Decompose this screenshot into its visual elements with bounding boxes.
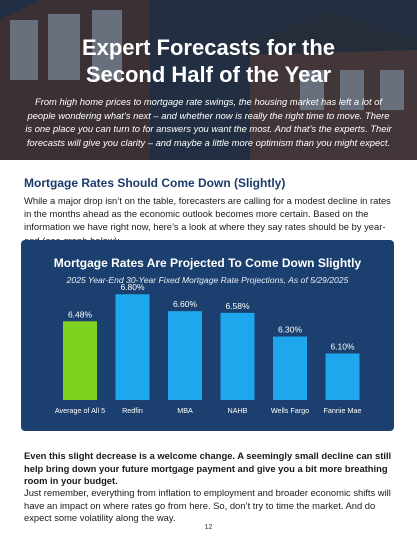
bar-chart: 6.48% Average of All 5 6.80% Redfin 6.60% MBA… (55, 282, 362, 415)
bar-average-of-all-5 (63, 321, 97, 400)
chart-panel: Mortgage Rates Are Projected To Come Dow… (21, 240, 394, 431)
category-label: Average of All 5 (55, 406, 105, 415)
hero-subtitle: From high home prices to mortgage rate s… (25, 96, 392, 148)
chart-title: Mortgage Rates Are Projected To Come Dow… (53, 256, 362, 270)
category-label: Wells Fargo (271, 406, 309, 415)
intro-paragraph: While a major drop isn’t on the table, f… (24, 195, 391, 246)
bar-mba (168, 311, 202, 400)
hero-banner: Expert Forecasts for the Second Half of … (0, 0, 417, 160)
bar-redfin (115, 294, 150, 400)
section-title: Mortgage Rates Should Come Down (Slightl… (24, 176, 286, 190)
value-label: 6.10% (330, 341, 355, 351)
bar-nahb (220, 312, 255, 400)
bar-wells-fargo (273, 336, 307, 400)
hero-overlay (0, 0, 417, 160)
bar-fannie-mae (325, 353, 360, 400)
closing-bold-paragraph: Even this slight decrease is a welcome c… (24, 450, 392, 487)
value-label: 6.80% (120, 282, 145, 292)
chart-subtitle: 2025 Year-End 30-Year Fixed Mortgage Rat… (66, 275, 349, 285)
page-number: 12 (204, 524, 213, 531)
closing-paragraph: Just remember, everything from inflation… (24, 487, 391, 524)
category-label: MBA (177, 406, 193, 415)
value-label: 6.60% (173, 299, 198, 309)
category-label: NAHB (228, 406, 248, 415)
value-label: 6.30% (278, 325, 303, 335)
value-label: 6.48% (68, 309, 93, 319)
value-label: 6.58% (225, 301, 250, 311)
hero-title: Expert Forecasts for the Second Half of … (81, 35, 336, 87)
category-label: Fannie Mae (324, 406, 362, 415)
category-label: Redfin (122, 406, 143, 415)
